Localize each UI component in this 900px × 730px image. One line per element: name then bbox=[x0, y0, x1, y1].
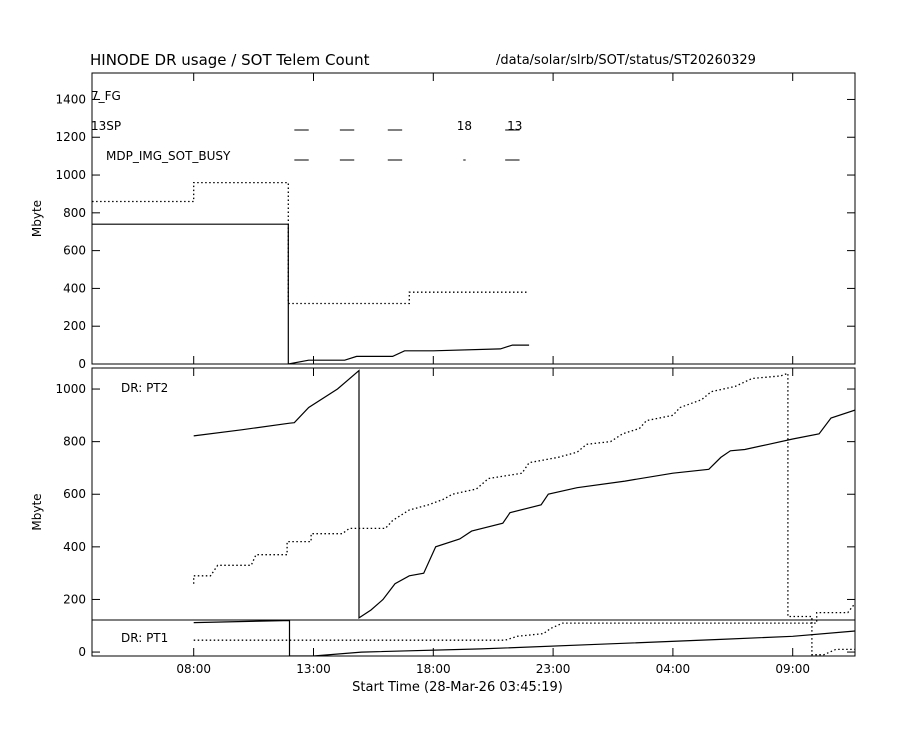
y-tick-label: 1200 bbox=[55, 130, 86, 144]
x-tick-label: 04:00 bbox=[656, 662, 691, 676]
annotation-7-fg: 7_FG bbox=[91, 89, 121, 103]
y-tick-label: 1000 bbox=[55, 168, 86, 182]
y-tick-label: 0 bbox=[78, 357, 86, 371]
y-axis-label: Mbyte bbox=[30, 493, 44, 530]
y-tick-label: 600 bbox=[63, 244, 86, 258]
y-tick-label: 600 bbox=[63, 487, 86, 501]
series-line-dr-pt2 bbox=[193, 369, 855, 620]
series-line-dotted-1 bbox=[193, 372, 855, 656]
y-tick-label: 200 bbox=[63, 319, 86, 333]
y-tick-label: 0 bbox=[78, 645, 86, 659]
x-tick-label: 13:00 bbox=[296, 662, 331, 676]
annotation-18: 18 bbox=[457, 119, 472, 133]
series-line-dr-pt1 bbox=[193, 619, 855, 656]
annotation-13sp: 13SP bbox=[91, 119, 121, 133]
series-line-dotted-0 bbox=[92, 181, 527, 305]
y-tick-label: 1400 bbox=[55, 92, 86, 106]
y-axis-label: Mbyte bbox=[30, 200, 44, 237]
y-tick-label: 800 bbox=[63, 435, 86, 449]
y-tick-label: 400 bbox=[63, 540, 86, 554]
y-tick-label: 800 bbox=[63, 206, 86, 220]
chart-title: HINODE DR usage / SOT Telem Count bbox=[90, 51, 370, 69]
annotation-13: 13 bbox=[507, 119, 522, 133]
bottom-panel: 0 200 400 600 800 1000 Mbyte 08:00 13:00 18:00 23:… bbox=[30, 367, 856, 695]
x-axis-label: Start Time (28-Mar-26 03:45:19) bbox=[352, 680, 563, 695]
x-tick-label: 23:00 bbox=[536, 662, 571, 676]
plot-frame bbox=[91, 367, 856, 657]
y-tick-label: 1000 bbox=[55, 382, 86, 396]
x-tick-label: 09:00 bbox=[775, 662, 810, 676]
annotation-dr-pt1: DR: PT1 bbox=[121, 631, 168, 645]
plot-frame bbox=[91, 72, 856, 365]
annotation-mdp-img-sot-busy: MDP_IMG_SOT_BUSY bbox=[106, 149, 231, 163]
y-tick-label: 400 bbox=[63, 281, 86, 295]
series-line-dotted-3 bbox=[193, 602, 855, 641]
x-tick-label: 08:00 bbox=[176, 662, 211, 676]
top-panel: 0 200 400 600 800 1000 1200 1400 Mbyte 7_FG 13SP MD… bbox=[30, 72, 856, 371]
series-line-solid-1 bbox=[92, 223, 530, 364]
x-tick-label: 18:00 bbox=[416, 662, 451, 676]
annotation-dr-pt2: DR: PT2 bbox=[121, 381, 168, 395]
y-tick-label: 200 bbox=[63, 592, 86, 606]
status-file-path: /data/solar/slrb/SOT/status/ST20260329 bbox=[496, 53, 756, 68]
